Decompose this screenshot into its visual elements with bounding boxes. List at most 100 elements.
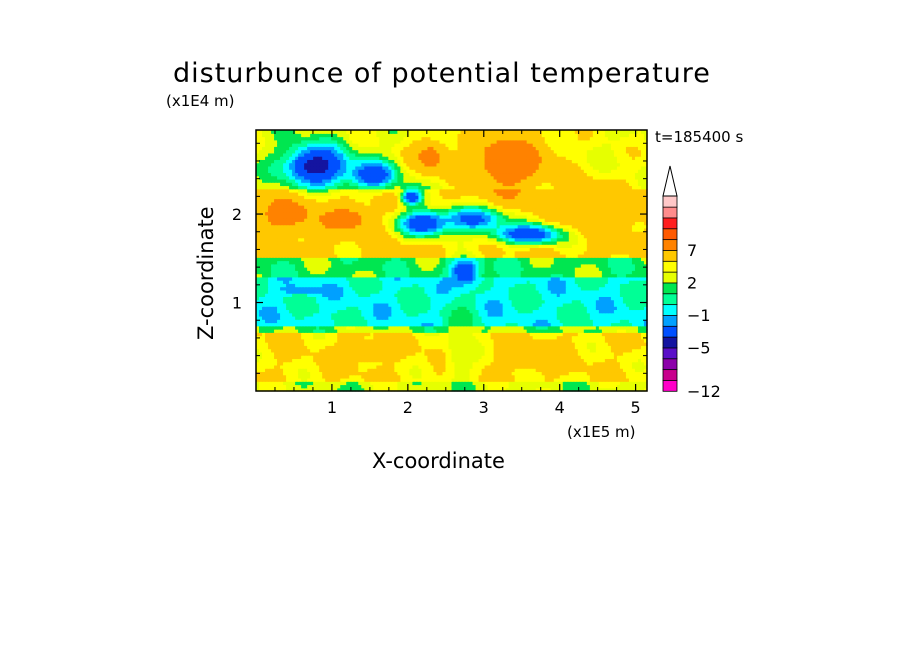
heatmap-cell — [523, 351, 528, 356]
heatmap-cell — [616, 342, 621, 346]
heatmap-cell — [622, 368, 627, 373]
heatmap-cell — [556, 332, 561, 337]
heatmap-cell — [544, 306, 549, 311]
heatmap-cell — [502, 315, 507, 320]
heatmap-cell — [388, 322, 392, 327]
heatmap-cell — [415, 309, 420, 314]
heatmap-cell — [610, 332, 615, 337]
heatmap-cell — [406, 338, 410, 343]
heatmap-cell — [502, 329, 507, 333]
heatmap-cell — [568, 368, 573, 373]
heatmap-cell — [271, 312, 275, 317]
heatmap-cell — [367, 364, 371, 369]
heatmap-cell — [385, 312, 389, 317]
heatmap-cell — [550, 338, 555, 343]
heatmap-cell — [592, 384, 597, 389]
heatmap-cell — [337, 302, 341, 307]
heatmap-cell — [349, 345, 353, 350]
heatmap-cell — [550, 342, 555, 346]
heatmap-cell — [343, 306, 347, 311]
heatmap-cell — [622, 348, 627, 353]
heatmap-cell — [328, 374, 332, 379]
heatmap-cell — [370, 280, 374, 284]
heatmap-cell — [514, 368, 519, 373]
heatmap-cell — [553, 368, 558, 373]
heatmap-cell — [442, 381, 447, 386]
heatmap-cell — [397, 374, 401, 379]
heatmap-cell — [403, 351, 407, 356]
heatmap-cell — [334, 335, 338, 340]
heatmap-cell — [283, 381, 287, 386]
heatmap-cell — [541, 374, 546, 379]
heatmap-cell — [499, 315, 504, 320]
heatmap-cell — [301, 289, 305, 294]
heatmap-cell — [379, 296, 383, 301]
heatmap-cell — [637, 286, 642, 291]
heatmap-cell — [469, 374, 474, 379]
heatmap-cell — [331, 280, 335, 284]
heatmap-cell — [277, 377, 281, 382]
heatmap-cell — [316, 368, 320, 373]
heatmap-cell — [262, 335, 266, 340]
heatmap-cell — [304, 325, 308, 330]
heatmap-cell — [319, 309, 323, 314]
heatmap-cell — [493, 364, 498, 369]
heatmap-cell — [268, 358, 272, 363]
heatmap-cell — [301, 358, 305, 363]
heatmap-cell — [415, 312, 420, 317]
heatmap-cell — [421, 338, 426, 343]
heatmap-cell — [616, 306, 621, 311]
heatmap-cell — [361, 293, 365, 297]
heatmap-cell — [481, 371, 486, 376]
heatmap-cell — [457, 306, 462, 311]
heatmap-cell — [607, 329, 612, 333]
heatmap-cell — [631, 364, 636, 369]
heatmap-cell — [595, 351, 600, 356]
heatmap-cell — [562, 296, 567, 301]
heatmap-cell — [538, 351, 543, 356]
heatmap-cell — [349, 381, 353, 386]
heatmap-cell — [634, 319, 639, 324]
heatmap-cell — [406, 289, 410, 294]
heatmap-cell — [541, 371, 546, 376]
heatmap-cell — [349, 332, 353, 337]
heatmap-cell — [286, 286, 290, 291]
heatmap-cell — [349, 351, 353, 356]
heatmap-cell — [262, 286, 266, 291]
heatmap-cell — [484, 355, 489, 359]
heatmap-cell — [568, 312, 573, 317]
heatmap-cell — [367, 302, 371, 307]
heatmap-cell — [430, 289, 435, 294]
heatmap-cell — [316, 361, 320, 366]
heatmap-cell — [286, 309, 290, 314]
heatmap-cell — [424, 364, 429, 369]
heatmap-cell — [427, 312, 432, 317]
heatmap-cell — [391, 381, 395, 386]
heatmap-cell — [442, 283, 447, 288]
heatmap-cell — [289, 355, 293, 359]
heatmap-cell — [418, 296, 423, 301]
heatmap-cell — [274, 302, 278, 307]
heatmap-cell — [409, 319, 413, 324]
heatmap-cell — [403, 329, 407, 333]
heatmap-cell — [346, 329, 350, 333]
heatmap-cell — [310, 286, 314, 291]
heatmap-cell — [409, 299, 413, 304]
heatmap-cell — [520, 345, 525, 350]
heatmap-cell — [262, 332, 266, 337]
heatmap-cell — [409, 283, 413, 288]
heatmap-cell — [361, 338, 365, 343]
heatmap-cell — [403, 345, 407, 350]
heatmap-cell — [397, 302, 401, 307]
heatmap-cell — [361, 335, 365, 340]
heatmap-cell — [517, 381, 522, 386]
heatmap-cell — [637, 312, 642, 317]
heatmap-cell — [481, 319, 486, 324]
heatmap-cell — [538, 381, 543, 386]
heatmap-cell — [643, 322, 648, 327]
heatmap-cell — [535, 345, 540, 350]
heatmap-cell — [361, 361, 365, 366]
heatmap-cell — [610, 315, 615, 320]
heatmap-cell — [340, 361, 344, 366]
heatmap-cell — [304, 345, 308, 350]
